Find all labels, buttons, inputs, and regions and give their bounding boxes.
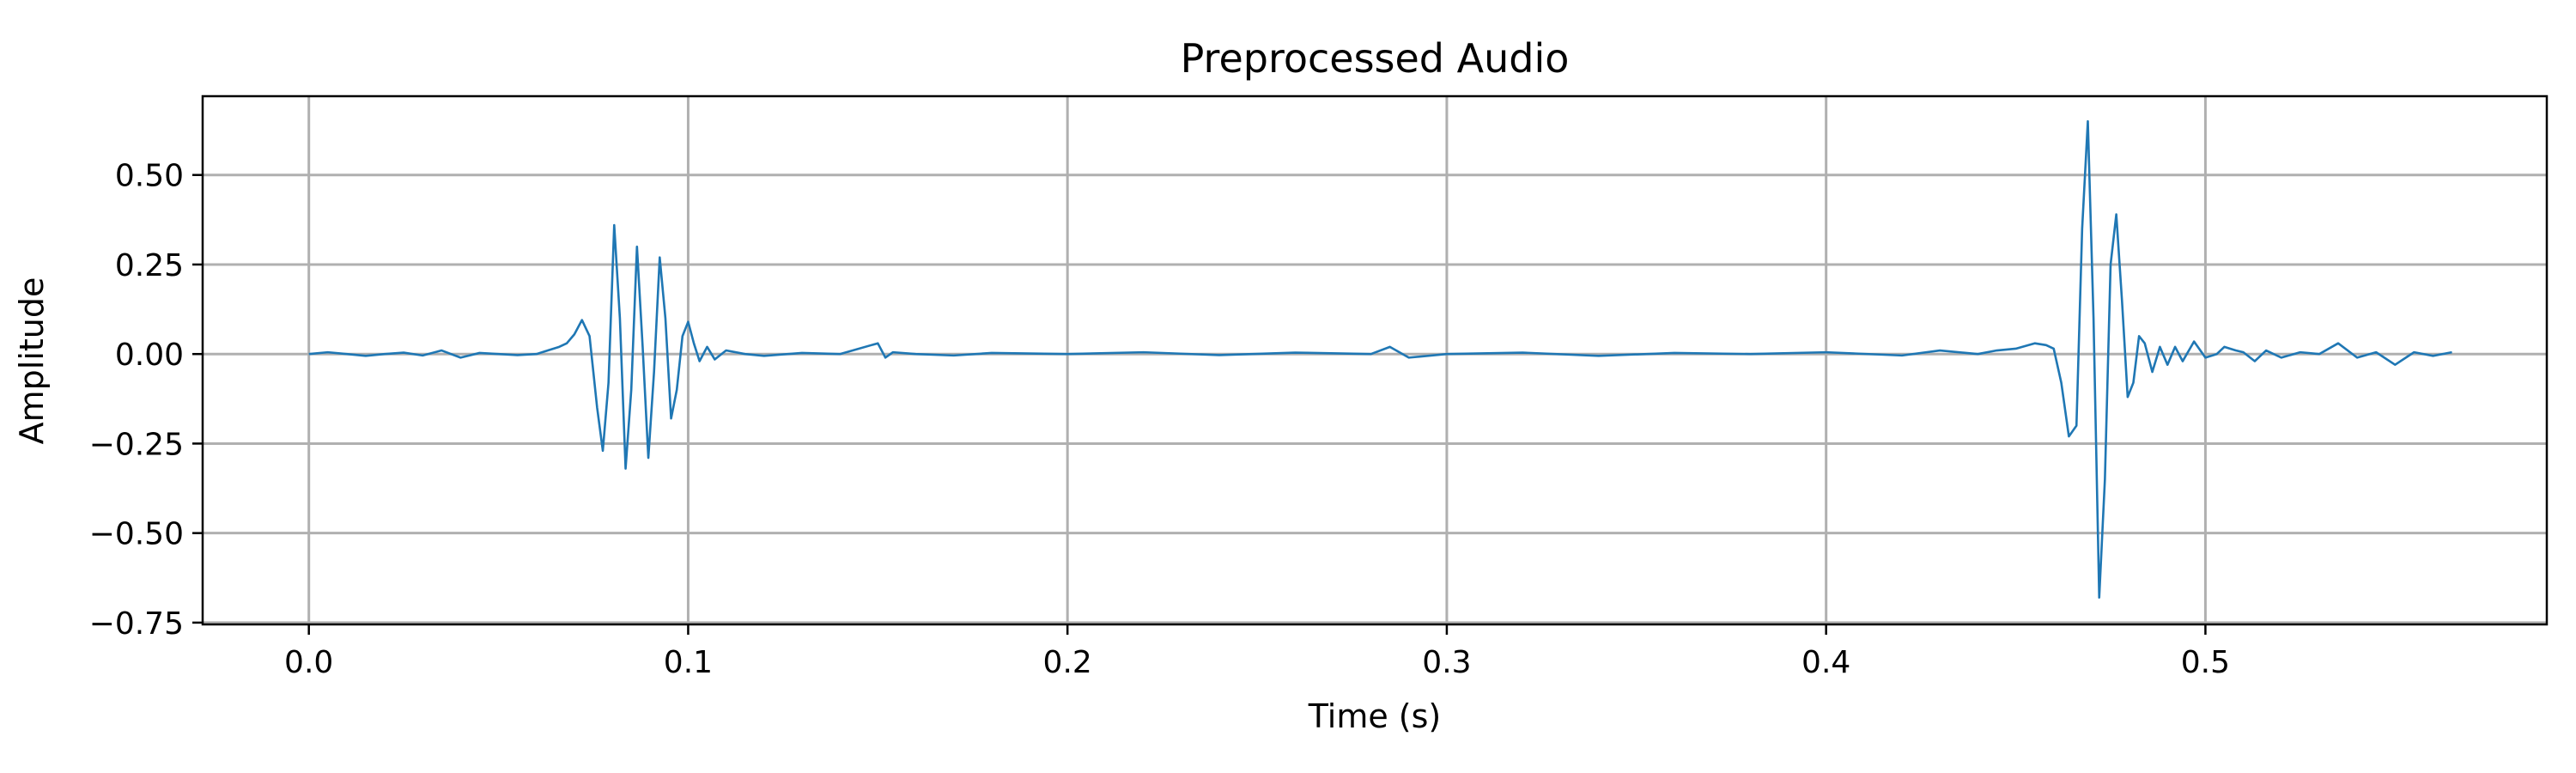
y-tick-label: −0.50	[89, 517, 184, 552]
x-tick-label: 0.4	[1801, 645, 1850, 680]
y-tick-label: −0.25	[89, 427, 184, 462]
series-layer	[308, 119, 2452, 600]
y-tick-label: −0.75	[89, 606, 184, 642]
x-axis-label: Time (s)	[1308, 697, 1442, 735]
grid	[203, 96, 2547, 624]
axis-ticks: 0.0 0.1 0.2 0.3 0.4 0.5 0.50 0.25 0.00 −0.25 −0.50…	[89, 159, 2230, 680]
x-tick-label: 0.0	[284, 645, 333, 680]
x-tick-label: 0.5	[2181, 645, 2230, 680]
y-tick-label: 0.50	[115, 159, 184, 194]
series-line	[308, 119, 2452, 600]
y-tick-label: 0.25	[115, 248, 184, 283]
x-tick-label: 0.1	[664, 645, 713, 680]
chart-title: Preprocessed Audio	[1181, 35, 1570, 82]
y-tick-label: 0.00	[115, 338, 184, 373]
plot-frame	[201, 94, 2549, 626]
x-tick-label: 0.3	[1422, 645, 1471, 680]
y-axis-label: Amplitude	[13, 277, 51, 445]
x-tick-label: 0.2	[1043, 645, 1092, 680]
